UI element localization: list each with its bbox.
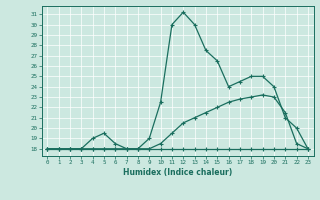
X-axis label: Humidex (Indice chaleur): Humidex (Indice chaleur) xyxy=(123,168,232,177)
